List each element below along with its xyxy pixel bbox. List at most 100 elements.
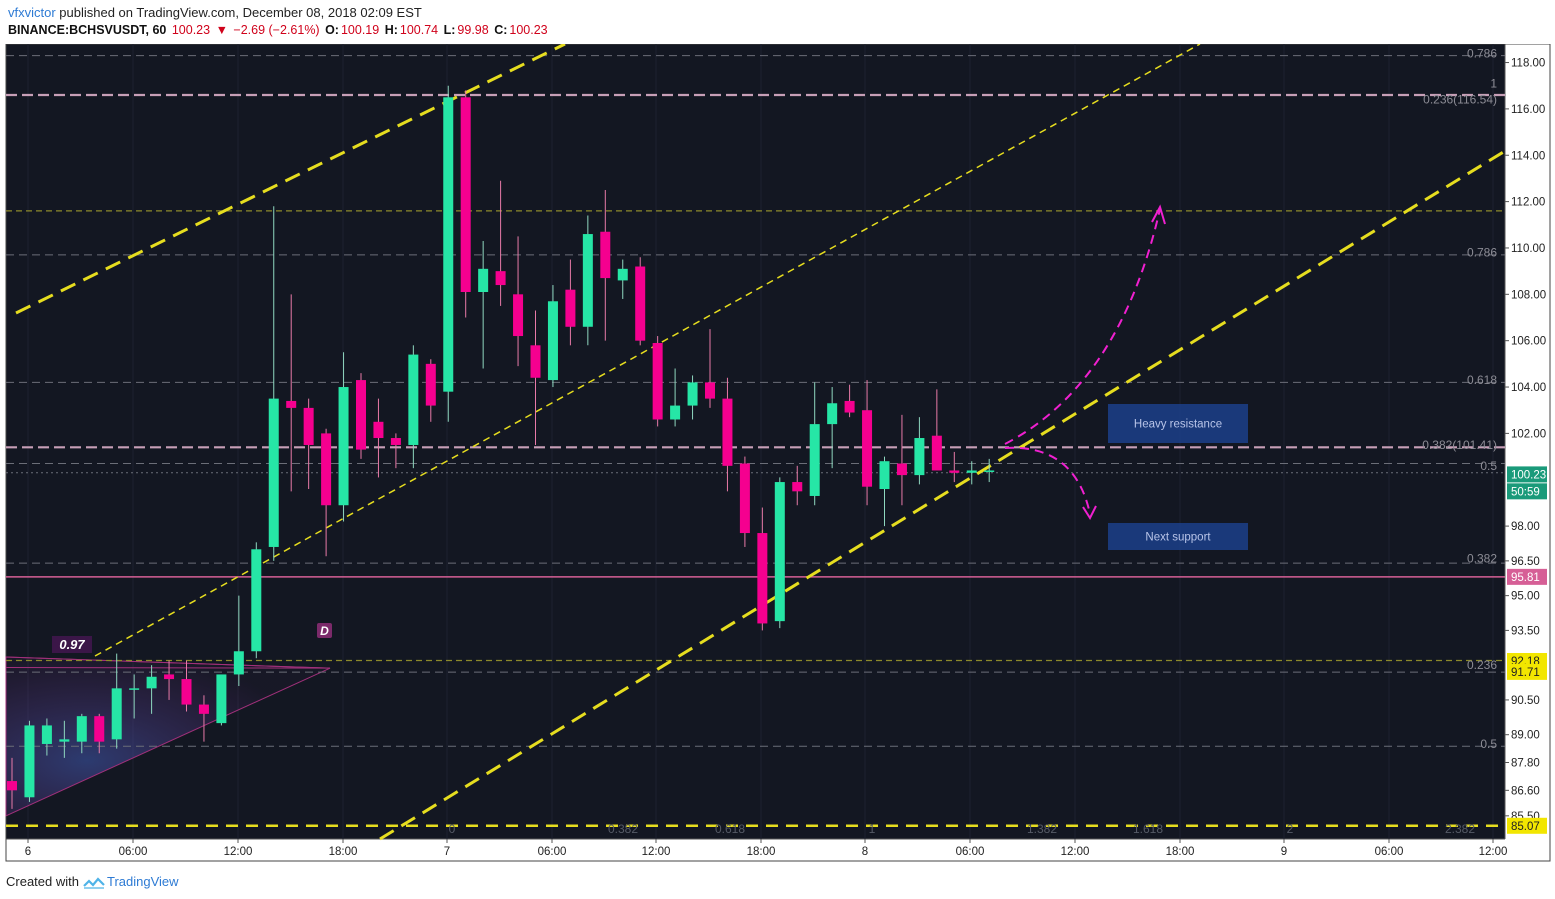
y-tick-label: 93.50	[1511, 625, 1540, 637]
chart-border	[5, 44, 1551, 862]
candle-body	[24, 725, 35, 798]
next-support-box	[1108, 523, 1248, 550]
y-tick-label: 112.00	[1511, 197, 1545, 209]
candle-body	[739, 463, 750, 534]
candle-body	[513, 294, 524, 337]
y-tick-label: 89.00	[1511, 730, 1540, 742]
x-tick-label: 12:00	[1479, 846, 1508, 858]
candle-body	[233, 651, 244, 675]
symbol-label: BINANCE:BCHSVUSDT, 60	[8, 23, 167, 37]
price-tag-label: 100.23	[1511, 469, 1546, 481]
x-tick-label: 06:00	[956, 846, 985, 858]
last-price: 100.23	[171, 23, 211, 37]
candle-body	[198, 704, 209, 714]
x-tick-label: 06:00	[538, 846, 567, 858]
x-tick-label: 12:00	[1061, 846, 1090, 858]
y-tick-label: 102.00	[1511, 428, 1546, 440]
trend-line	[379, 149, 1506, 841]
candle-body	[59, 739, 70, 742]
candle-body	[356, 380, 366, 450]
x-tick-label: 6	[25, 846, 31, 858]
candle-body	[722, 398, 733, 466]
close-label: C:	[494, 23, 508, 37]
bullish-arrowhead	[1151, 204, 1166, 225]
time-fib-label: 2	[1287, 822, 1294, 836]
time-fib-label: 0	[449, 822, 456, 836]
x-tick-label: 12:00	[642, 846, 671, 858]
publish-info: vfxvictor published on TradingView.com, …	[8, 5, 422, 20]
candle-body	[809, 424, 820, 496]
price-tag-label: 50:59	[1511, 486, 1540, 498]
bullish-arrow	[1004, 208, 1161, 445]
candles	[7, 85, 995, 809]
y-tick-label: 98.00	[1511, 521, 1540, 533]
candle-body	[670, 405, 681, 420]
pattern-leg	[5, 666, 331, 669]
candle-body	[774, 482, 785, 622]
candle-body	[94, 716, 105, 742]
candle-body	[687, 382, 698, 406]
candle-body	[390, 438, 401, 445]
y-axis-ticks: 118.00 116.00 114.00 112.00 110.00 108.00 106.…	[1505, 58, 1547, 834]
candle-body	[41, 725, 52, 744]
price-chart[interactable]: 0.786 1 0.236(116.54) 0.786 0.618 0.382(101.4…	[0, 44, 1555, 866]
fib-level-label: 0.5	[1480, 459, 1497, 473]
candle-body	[931, 435, 942, 471]
x-tick-label: 12:00	[224, 846, 253, 858]
candle-body	[862, 410, 873, 487]
candle-body	[652, 342, 663, 420]
low-label: L:	[443, 23, 456, 37]
candle-body	[635, 266, 646, 341]
price-tag	[1507, 817, 1547, 834]
price-tag	[1507, 568, 1547, 585]
candle-body	[949, 470, 960, 473]
candle-body	[129, 688, 140, 690]
candle-body	[443, 97, 454, 392]
x-axis-ticks: 6 06:00 12:00 18:00 7 06:00 12:00 18:00 8 06:00 12…	[25, 839, 1508, 858]
y-tick-label: 110.00	[1511, 243, 1545, 255]
tradingview-logo-icon	[83, 876, 105, 889]
fib-level-label: 0.382(101.41)	[1422, 438, 1497, 452]
candle-body	[565, 289, 576, 327]
pattern-leg	[5, 656, 331, 669]
price-tag	[1507, 663, 1547, 680]
price-tag-label: 95.81	[1511, 572, 1540, 584]
candle-body	[408, 354, 419, 445]
trend-line	[15, 44, 566, 315]
price-tag	[1507, 483, 1547, 500]
y-tick-label: 114.00	[1511, 150, 1545, 162]
x-tick-label: 18:00	[1166, 846, 1195, 858]
high-value: 100.74	[399, 23, 439, 37]
pattern-label-bg	[52, 636, 92, 653]
time-fib-label: 1.382	[1027, 822, 1057, 836]
candle-body	[146, 676, 157, 689]
author-link[interactable]: vfxvictor	[8, 5, 56, 20]
open-label: O:	[325, 23, 339, 37]
candle-body	[879, 461, 890, 490]
candle-body	[495, 271, 506, 286]
candle-body	[76, 716, 87, 742]
time-fib-label: 2.382	[1445, 822, 1475, 836]
x-tick-label: 8	[862, 846, 868, 858]
created-with-text: Created with	[6, 874, 79, 889]
fib-levels: 0.786 1 0.236(116.54) 0.786 0.618 0.382(101.4…	[6, 46, 1505, 828]
time-axis[interactable]	[6, 839, 1505, 861]
trend-line	[94, 44, 1201, 657]
fib-level-label: 0.236(116.54)	[1423, 93, 1497, 107]
candle-body	[547, 301, 558, 381]
candle-body	[164, 674, 175, 680]
x-tick-label: 06:00	[1375, 846, 1404, 858]
x-tick-label: 06:00	[119, 846, 148, 858]
candle-body	[984, 470, 995, 472]
heavy-resistance-box	[1108, 404, 1248, 443]
y-tick-label: 116.00	[1511, 104, 1545, 116]
candle-body	[216, 674, 227, 724]
tradingview-link[interactable]: TradingView	[106, 874, 179, 889]
close-value: 100.23	[509, 23, 548, 37]
bearish-arrowhead	[1082, 505, 1097, 521]
price-axis[interactable]	[1505, 44, 1550, 861]
candle-body	[268, 398, 279, 547]
time-fib-label: 0.618	[715, 822, 745, 836]
price-change: −2.69 (−2.61%)	[233, 23, 320, 37]
time-fib-label: 0.382	[608, 822, 638, 836]
